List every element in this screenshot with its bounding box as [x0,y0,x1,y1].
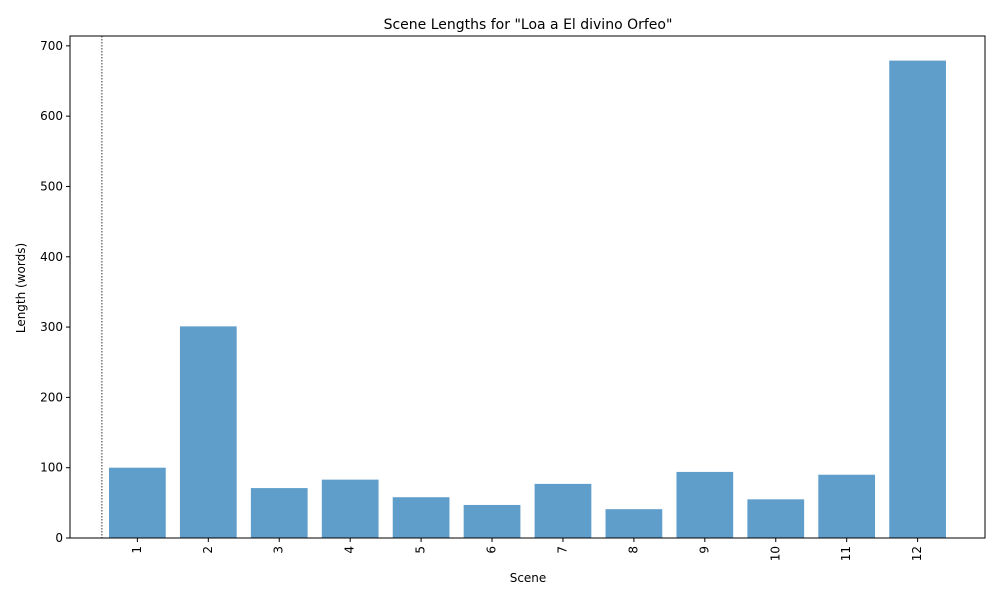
bar-scene-8 [605,509,663,538]
x-tick-label: 8 [626,546,640,554]
x-tick-label: 7 [555,546,569,554]
bar-scene-3 [250,488,308,538]
y-tick-label: 100 [40,461,63,475]
x-tick-label: 1 [130,546,144,554]
y-tick-label: 300 [40,320,63,334]
x-tick-label: 4 [343,546,357,554]
y-tick-label: 0 [55,531,63,545]
x-tick-label: 5 [414,546,428,554]
bar-scene-12 [889,60,946,538]
bar-scene-9 [676,471,734,538]
bar-scene-2 [179,326,237,538]
bar-scene-5 [392,497,450,538]
axes-frame [69,35,986,539]
x-tick-label: 9 [697,546,711,554]
y-tick-label: 200 [40,390,63,404]
y-axis-label: Length (words) [14,243,28,333]
bar-scene-6 [463,504,521,538]
x-tick-label: 12 [910,546,924,561]
x-tick-label: 2 [201,546,215,554]
bar-scene-4 [321,479,379,538]
y-tick-label: 600 [40,109,63,123]
bar-scene-1 [109,467,166,538]
y-tick-label: 500 [40,179,63,193]
y-tick-label: 400 [40,250,63,264]
y-tick-label: 700 [40,39,63,53]
bar-scene-10 [747,499,805,538]
x-tick-label: 3 [272,546,286,554]
chart-title: Scene Lengths for "Loa a El divino Orfeo… [384,17,673,33]
x-axis-label: Scene [510,571,547,585]
bar-scene-11 [818,474,876,538]
x-tick-label: 11 [839,546,853,561]
bar-scene-7 [534,483,592,538]
x-tick-label: 10 [768,546,782,561]
x-tick-label: 6 [485,546,499,554]
